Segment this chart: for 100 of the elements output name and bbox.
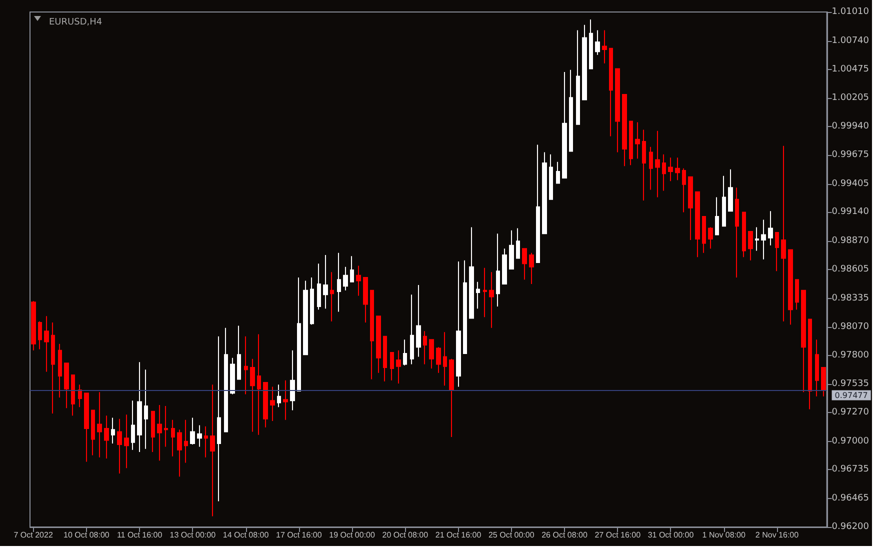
x-tick-label: 20 Oct 08:00: [382, 530, 429, 540]
candlestick: [71, 374, 75, 416]
candlestick: [184, 419, 188, 464]
candlestick: [356, 265, 361, 296]
y-tick-label: 0.96735: [832, 464, 869, 475]
candlestick: [761, 219, 766, 260]
candlestick: [529, 252, 534, 284]
y-tick-label: 0.97535: [832, 379, 869, 390]
candlestick: [38, 320, 42, 350]
candlestick: [244, 336, 248, 395]
candlestick: [483, 267, 487, 318]
y-tick-label: 0.99675: [832, 150, 869, 160]
y-tick-label: 0.98335: [832, 293, 869, 304]
candlestick: [224, 327, 228, 432]
candlestick: [263, 382, 268, 428]
x-tick-label: 25 Oct 00:00: [488, 530, 535, 540]
x-tick-label: 7 Oct 2022: [14, 530, 54, 540]
candlestick: [622, 94, 627, 167]
candlestick: [569, 69, 573, 152]
x-tick-label: 19 Oct 00:00: [329, 530, 376, 540]
candlestick: [270, 386, 275, 422]
candlestick: [509, 230, 514, 270]
candlestick: [429, 339, 434, 370]
y-tick-label: 0.99140: [832, 207, 870, 218]
candlestick: [728, 168, 733, 212]
candlestick: [91, 410, 95, 456]
x-tick-label: 1 Nov 08:00: [702, 530, 746, 540]
candlestick: [370, 290, 374, 380]
candlestick: [781, 145, 786, 322]
candlestick: [801, 290, 806, 393]
candlestick: [808, 318, 812, 410]
candlestick: [297, 277, 301, 392]
candlestick: [164, 406, 168, 448]
candlestick: [177, 429, 182, 478]
candlestick: [396, 350, 401, 384]
candlestick: [436, 346, 441, 374]
candlestick: [350, 256, 354, 282]
candlestick: [104, 415, 109, 459]
candlestick: [715, 196, 719, 236]
y-tick-label: 1.00475: [832, 64, 869, 74]
x-tick-label: 2 Nov 16:00: [755, 530, 800, 540]
candlestick: [124, 414, 129, 469]
candlestick: [615, 68, 620, 153]
candlestick: [303, 280, 308, 356]
candlestick: [748, 230, 753, 261]
candlestick: [44, 316, 49, 372]
y-tick-label: 0.99405: [832, 178, 869, 189]
y-tick-label: 1.00205: [832, 93, 869, 104]
y-tick-label: 0.97270: [832, 407, 870, 418]
candlestick: [589, 18, 593, 70]
candlestick: [489, 272, 494, 328]
candlestick: [383, 336, 387, 382]
candlestick: [283, 380, 288, 420]
candlestick: [668, 157, 673, 182]
candlestick: [330, 272, 334, 322]
x-tick-label: 14 Oct 08:00: [222, 530, 270, 540]
candlestick: [204, 426, 208, 458]
x-tick-label: 10 Oct 08:00: [64, 530, 110, 540]
candlestick: [390, 352, 394, 381]
candlestick: [210, 384, 215, 517]
candlestick: [635, 122, 640, 160]
x-tick-label: 13 Oct 00:00: [170, 530, 216, 540]
candlestick: [250, 358, 255, 432]
candlestick: [682, 168, 686, 213]
x-tick-label: 17 Oct 16:00: [276, 530, 322, 540]
candlestick: [449, 358, 454, 438]
candlestick: [416, 284, 421, 358]
candlestick: [496, 233, 500, 307]
candlestick: [58, 343, 62, 398]
y-tick-label: 0.97000: [832, 436, 870, 446]
candlestick: [629, 120, 633, 166]
candlestick: [675, 157, 680, 181]
candlestick: [463, 260, 467, 354]
candlestick: [502, 248, 507, 284]
candlestick: [403, 339, 407, 366]
x-tick-label: 27 Oct 16:00: [594, 530, 642, 540]
candlestick: [290, 350, 295, 411]
candlestick: [97, 392, 102, 458]
candlestick: [582, 24, 587, 100]
candlestick: [775, 232, 779, 272]
candlestick: [456, 260, 461, 388]
candlestick: [64, 362, 69, 409]
candlestick: [111, 417, 115, 444]
candlestick: [363, 277, 368, 323]
candlestick: [795, 279, 799, 310]
candlestick: [522, 248, 527, 280]
candlestick: [423, 330, 427, 365]
candlestick: [742, 212, 746, 258]
candlestick: [655, 130, 660, 198]
candlestick: [310, 277, 314, 326]
candlestick: [821, 366, 826, 397]
y-tick-label: 0.98605: [832, 264, 869, 274]
x-tick-label: 21 Oct 16:00: [435, 530, 482, 540]
candlestick: [688, 176, 693, 241]
y-tick-label: 0.96200: [832, 522, 870, 532]
candlestick: [556, 161, 560, 184]
candlestick: [376, 316, 381, 374]
candlestick: [84, 392, 89, 462]
y-tick-label: 0.97800: [832, 350, 870, 361]
candlestick: [576, 30, 580, 125]
